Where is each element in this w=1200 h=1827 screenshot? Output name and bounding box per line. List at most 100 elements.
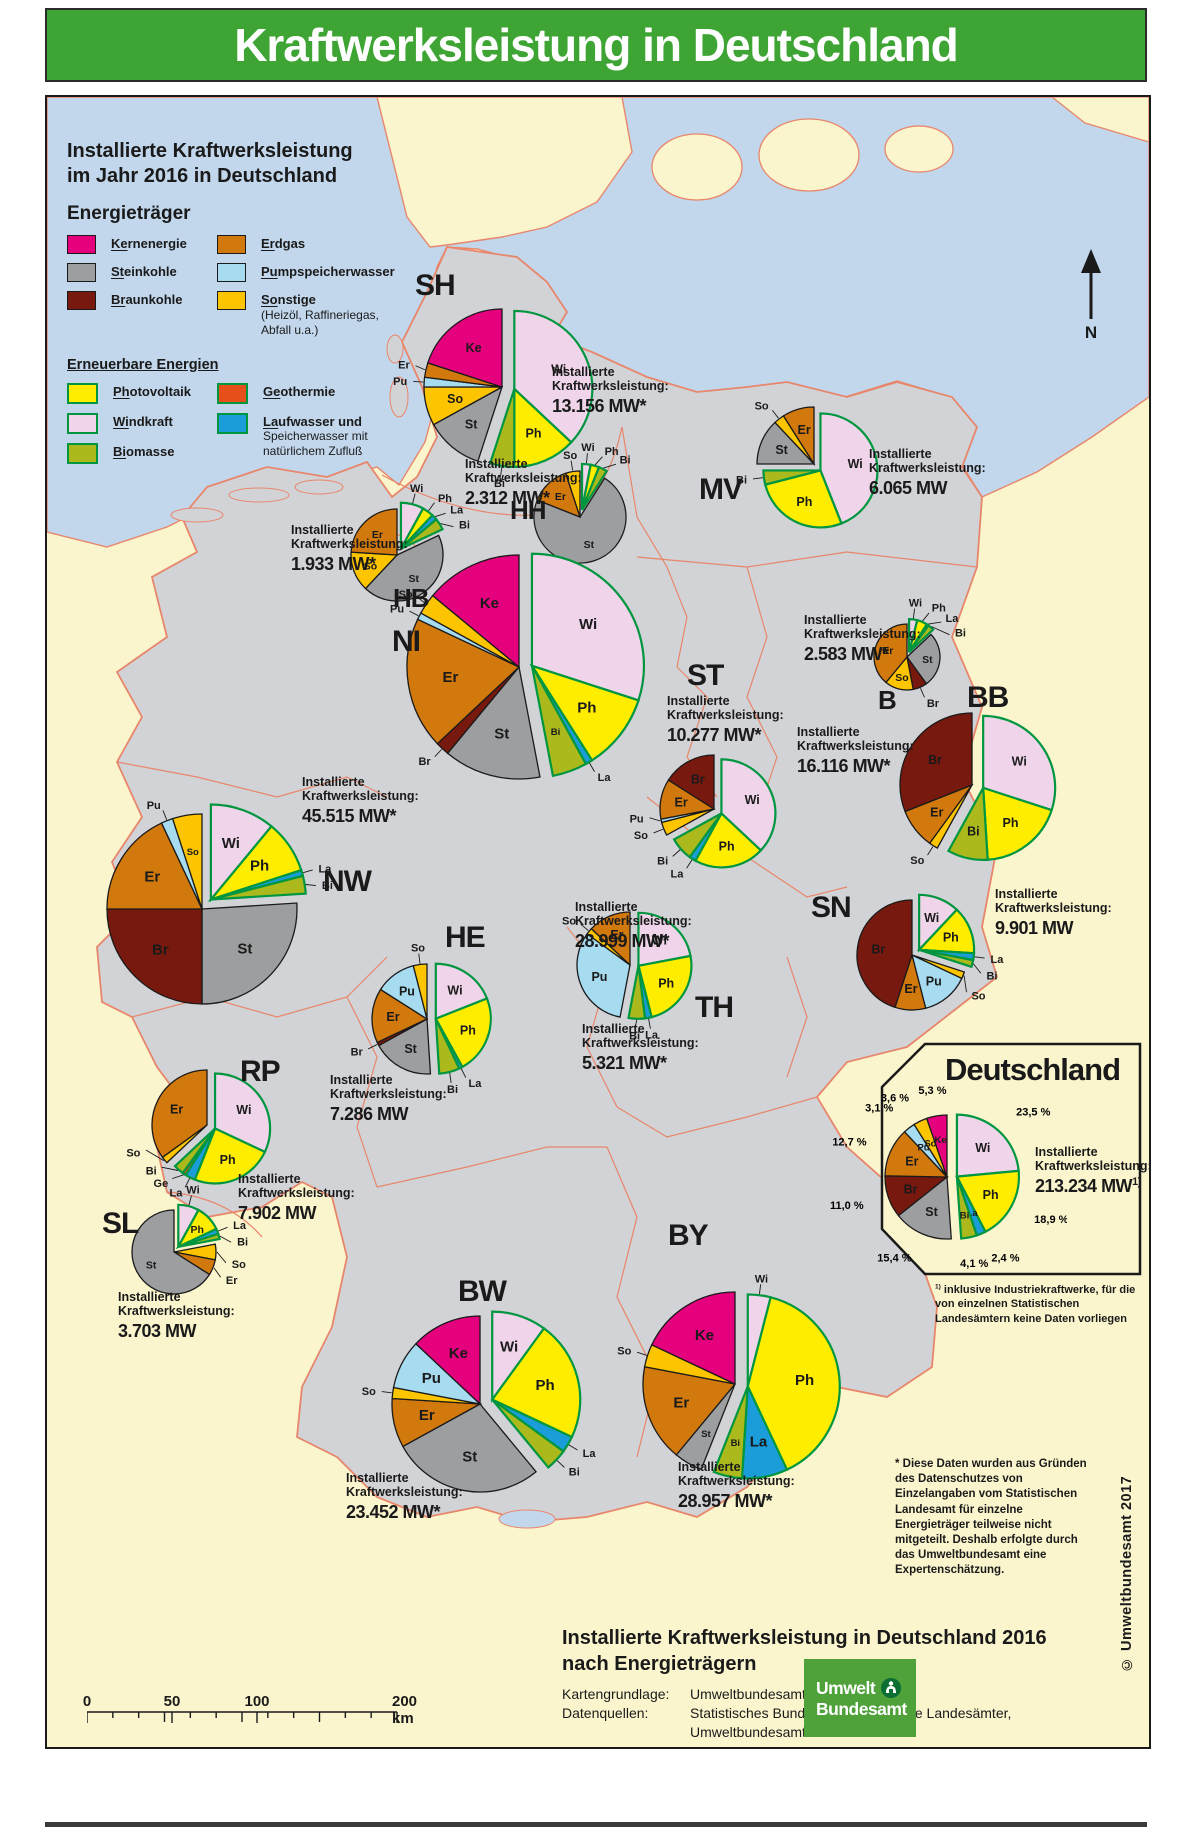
state-label-SL: SL [102, 1207, 139, 1240]
BB-slice-label-Br: Br [928, 753, 942, 767]
legend-item-Ph: Photovoltaik [67, 382, 217, 404]
HH-slice-label-St: St [584, 539, 595, 551]
SH-slice-label-So: So [447, 392, 463, 406]
BW-slice-label-Wi: Wi [500, 1339, 518, 1356]
NI-slice-label-Er: Er [442, 669, 458, 686]
state-label-SH: SH [415, 269, 456, 302]
BY-slice-Bi [712, 1386, 749, 1480]
TH-pie: Wi Ph La Bi Pu So Er [562, 911, 693, 1043]
legend-swatch-So [217, 291, 246, 310]
BB-pie: Wi Ph Bi So Er Br [899, 712, 1057, 867]
HE-slice-label-Wi: Wi [447, 984, 462, 998]
BB-slice-Wi [982, 714, 1057, 812]
DE-slice-label-St: St [925, 1205, 938, 1219]
legend-renewables-title: Erneuerbare Energien [67, 356, 219, 373]
scale-label: 0 [82, 1693, 92, 1710]
legend-swatch-La [217, 412, 248, 434]
HE-leader-line [460, 1068, 467, 1078]
SL-leader-line [213, 1267, 221, 1278]
RP-slice-label-Bi: Bi [146, 1166, 157, 1178]
ST-slice-Ph [693, 811, 763, 869]
SN-slice-label-Wi: Wi [924, 911, 939, 925]
BW-leader-line [381, 1391, 392, 1394]
bottom-title: Installierte Kraftwerksleistung in Deuts… [562, 1627, 1047, 1675]
coastal-islands [170, 334, 409, 523]
NI-slice-label-La: La [598, 772, 612, 784]
state-label-TH: TH [695, 991, 734, 1024]
DE-slice-label-Pu: Pu [917, 1143, 929, 1154]
NI-slice-label-St: St [494, 725, 509, 742]
DE-pct-Ph: 18,9 % [1034, 1214, 1067, 1226]
HB-leader-line [435, 512, 446, 518]
state-label-HE: HE [445, 921, 486, 954]
DE-slice-label-Br: Br [904, 1182, 918, 1196]
legend-swatch-Ke [67, 235, 96, 254]
SL-slice-label-Bi: Bi [237, 1237, 248, 1249]
DE-slice-St [897, 1175, 952, 1240]
SN-slice-label-La: La [991, 954, 1005, 966]
HB-leader-line [440, 523, 454, 528]
BW-slice-label-So: So [362, 1386, 376, 1398]
ST-slice-label-Br: Br [691, 773, 705, 787]
BW-slice-St [402, 1403, 538, 1493]
BW-leader-line [556, 1460, 565, 1468]
NW-slice-label-So: So [187, 847, 199, 858]
TH-slice-label-Bi: Bi [629, 1031, 640, 1043]
ST-slice-Br [667, 754, 715, 811]
SL-leader-line [188, 1195, 192, 1206]
BW-slice-label-St: St [462, 1449, 477, 1466]
MV-slice-label-Bi: Bi [736, 475, 747, 487]
SN-slice-label-Ph: Ph [943, 930, 959, 944]
SN-slice-label-Bi: Bi [986, 970, 997, 982]
MV-leader-line [752, 477, 763, 480]
legend-item-Ge: Geothermie [217, 382, 397, 404]
NW-leader-line [302, 869, 313, 874]
scale-label: 50 [163, 1693, 181, 1710]
BB-slice-Bi [946, 784, 989, 861]
SN-slice-label-Pu: Pu [926, 974, 942, 988]
sources: Kartengrundlage: Umweltbundesamt Datenque… [562, 1686, 1012, 1740]
RP-slice-label-Er: Er [170, 1103, 183, 1117]
NW-slice-label-Pu: Pu [147, 800, 161, 812]
BW-slice-label-Ph: Ph [535, 1377, 554, 1394]
title-bar: Kraftwerksleistung in Deutschland [45, 8, 1147, 82]
ST-leader-line [649, 817, 661, 822]
DE-slice-Ke [925, 1114, 948, 1178]
HE-slice-So [412, 963, 428, 1020]
HB-slice-label-Wi: Wi [410, 483, 423, 495]
state-label-RP: RP [240, 1055, 281, 1088]
B-leader-line [928, 621, 942, 625]
legend-item-Pu: Pumpspeicherwasser [217, 263, 397, 282]
SH-slice-Ph [513, 386, 573, 469]
ST-slice-label-Er: Er [675, 796, 688, 810]
DE-slice-label-So: So [924, 1138, 936, 1149]
SL-leader-line [218, 1226, 228, 1232]
DE-pct-Bi: 4,1 % [960, 1258, 988, 1270]
NI-slice-label-Ke: Ke [480, 595, 499, 612]
legend-swatch-Wi [67, 412, 98, 434]
NI-slice-Wi [530, 552, 646, 702]
HE-slice-label-Br: Br [351, 1047, 364, 1059]
NW-slice-Wi [209, 803, 274, 903]
NW-slice-label-Bi: Bi [322, 880, 333, 892]
NW-slice-label-Er: Er [144, 868, 160, 885]
BB-slice-label-So: So [910, 855, 924, 867]
B-slice-label-Ph: Ph [932, 603, 946, 615]
ST-leader-line [672, 849, 681, 857]
SH-slice-label-Er: Er [398, 359, 410, 371]
ST-slice-Wi [720, 758, 777, 852]
HB-slice-label-Bi: Bi [459, 519, 470, 531]
DE-slice-Bi [955, 1176, 979, 1240]
DE-slice-Wi [955, 1113, 1020, 1178]
DE-slice-Ph [955, 1169, 1021, 1234]
SL-slice-label-St: St [146, 1260, 157, 1272]
data-footnote: * Diese Daten wurden aus Gründen des Dat… [895, 1458, 1087, 1577]
HH-slice-label-Wi: Wi [581, 442, 594, 454]
ST-leader-line [653, 828, 664, 834]
HH-leader-line [603, 463, 617, 469]
MV-slice-label-St: St [775, 443, 788, 457]
NI-leader-line [409, 610, 419, 617]
